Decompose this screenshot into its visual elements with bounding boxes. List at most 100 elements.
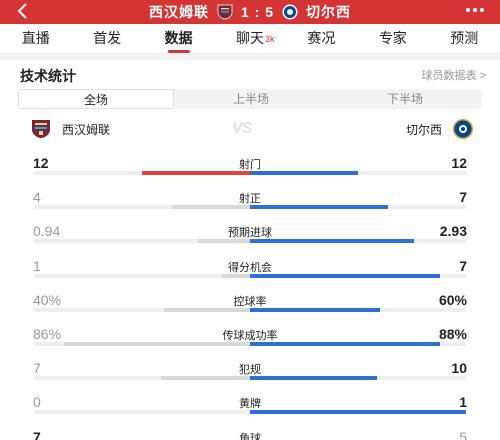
away-bar	[250, 376, 378, 380]
teams-row: 西汉姆联 VS 切尔西	[0, 116, 500, 140]
stat-row: 7 犯规 10	[0, 360, 500, 390]
tab-label: 赛况	[307, 30, 336, 46]
stat-label: 黄牌	[239, 398, 261, 410]
stat-row: 12 射门 12	[0, 155, 500, 185]
stat-row: 86% 传球成功率 88%	[0, 326, 500, 356]
home-stat-value: 0	[33, 394, 41, 410]
match-score-bar: 西汉姆联 1 : 5 切尔西	[0, 3, 500, 21]
stat-row: 4 射正 7	[0, 189, 500, 219]
stat-label: 传球成功率	[222, 330, 278, 342]
home-team-name: 西汉姆联	[148, 4, 209, 20]
away-stat-value: 1	[459, 394, 467, 410]
stat-label: 射正	[239, 193, 261, 205]
tab-label: 首发	[93, 30, 122, 46]
home-bar-track	[34, 342, 250, 346]
away-bar	[250, 205, 389, 209]
away-bar-track	[250, 239, 466, 243]
away-bar	[250, 274, 441, 278]
tab-expert[interactable]: 专家	[357, 24, 428, 53]
chelsea-crest-icon	[282, 4, 298, 20]
stat-row: 40% 控球率 60%	[0, 292, 500, 322]
home-stat-value: 7	[33, 429, 41, 440]
away-bar-track	[250, 274, 466, 278]
home-bar	[161, 376, 250, 380]
stat-label: 角球	[239, 433, 261, 440]
west-ham-crest-icon	[30, 118, 52, 140]
tab-label: 直播	[21, 30, 50, 46]
away-bar-track	[250, 308, 466, 312]
tab-chat[interactable]: 聊天 3k	[214, 24, 285, 53]
away-bar	[250, 410, 466, 414]
tab-match-events[interactable]: 赛况	[286, 24, 357, 53]
away-bar-track	[250, 376, 466, 380]
away-bar-track	[250, 205, 466, 209]
match-nav-tabs: 直播 首发 数据 聊天 3k 赛况 专家 预测	[0, 24, 500, 54]
stat-row: 7 角球 5	[0, 429, 500, 440]
away-stat-value: 88%	[438, 326, 467, 342]
section-divider	[0, 54, 500, 60]
match-score: 1 : 5	[240, 4, 274, 20]
home-bar	[163, 308, 250, 312]
home-bar	[64, 342, 250, 346]
home-stat-value: 7	[33, 360, 41, 376]
tab-live[interactable]: 直播	[0, 24, 71, 53]
chelsea-crest-icon	[452, 118, 474, 140]
period-full-match[interactable]: 全场	[18, 89, 174, 109]
home-stat-value: 0.94	[33, 223, 61, 239]
section-title: 技术统计	[20, 68, 76, 84]
vs-mark: VS	[232, 120, 252, 137]
tab-prediction[interactable]: 预测	[429, 24, 500, 53]
home-bar-track	[34, 376, 250, 380]
away-bar-track	[250, 342, 466, 346]
home-bar-track	[34, 205, 250, 209]
stat-label: 得分机会	[228, 262, 272, 274]
home-bar	[172, 205, 250, 209]
stat-row: 0.94 预期进球 2.93	[0, 223, 500, 253]
home-bar-track	[34, 410, 250, 414]
more-options-icon[interactable]	[466, 8, 484, 12]
away-stat-value: 5	[459, 429, 467, 440]
player-stats-link[interactable]: 球员数据表 >	[421, 70, 486, 82]
away-stat-value: 10	[451, 360, 467, 376]
period-first-half[interactable]: 上半场	[232, 92, 269, 106]
stat-row: 0 黄牌 1	[0, 394, 500, 424]
stat-label: 射门	[239, 159, 261, 171]
chat-count-badge: 3k	[264, 34, 275, 44]
period-second-half[interactable]: 下半场	[386, 92, 423, 106]
stat-label: 犯规	[239, 364, 261, 376]
away-team: 切尔西	[406, 118, 474, 140]
home-stat-value: 1	[33, 258, 41, 274]
home-bar	[221, 274, 250, 278]
stat-label: 预期进球	[228, 227, 272, 239]
west-ham-crest-icon	[217, 4, 233, 20]
away-stat-value: 7	[459, 189, 467, 205]
back-arrow-icon[interactable]	[16, 3, 30, 19]
away-stat-value: 60%	[438, 292, 467, 308]
away-stat-value: 2.93	[439, 223, 467, 239]
stat-label: 控球率	[233, 296, 267, 308]
tab-label: 专家	[378, 30, 407, 46]
away-team-name: 切尔西	[306, 4, 351, 20]
home-bar-track	[34, 308, 250, 312]
tab-label: 数据	[164, 30, 193, 46]
home-bar-track	[34, 274, 250, 278]
stat-row: 1 得分机会 7	[0, 258, 500, 288]
home-bar	[142, 171, 250, 175]
home-stat-value: 86%	[33, 326, 62, 342]
away-bar	[250, 171, 358, 175]
home-bar-track	[34, 171, 250, 175]
home-bar	[198, 239, 250, 243]
away-bar	[250, 308, 380, 312]
tab-stats[interactable]: 数据	[143, 24, 214, 53]
home-team-label: 西汉姆联	[62, 122, 111, 137]
tab-lineup[interactable]: 首发	[71, 24, 142, 53]
tab-label: 聊天	[235, 30, 264, 46]
home-stat-value: 12	[33, 155, 49, 171]
away-team-label: 切尔西	[405, 122, 442, 137]
away-bar	[250, 342, 441, 346]
away-stat-value: 12	[451, 155, 467, 171]
match-header: 西汉姆联 1 : 5 切尔西	[0, 0, 500, 24]
away-bar-track	[250, 171, 466, 175]
away-bar-track	[250, 410, 466, 414]
home-team: 西汉姆联	[30, 118, 110, 140]
